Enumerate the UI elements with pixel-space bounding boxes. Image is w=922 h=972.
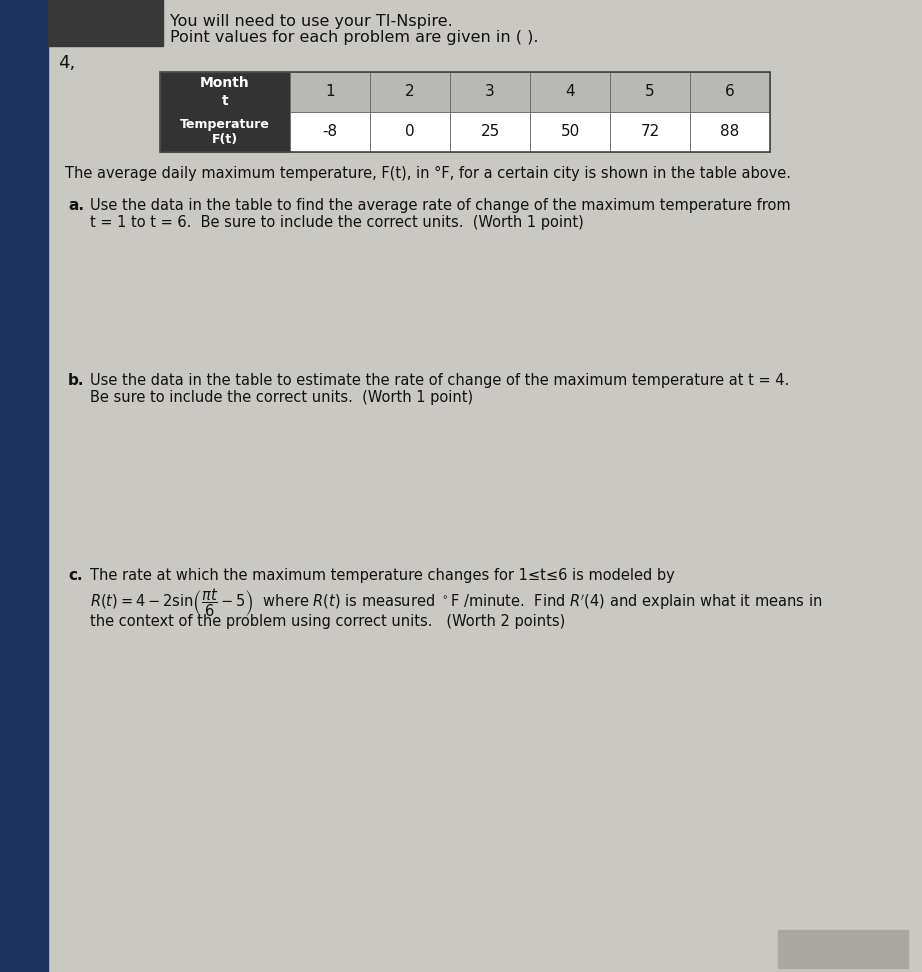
Bar (450, 72, 530, 112)
Text: 88: 88 (720, 124, 739, 140)
Bar (160, 72, 770, 152)
Text: Temperature
F(t): Temperature F(t) (180, 118, 270, 146)
Text: 5: 5 (645, 85, 655, 99)
Text: 1: 1 (325, 85, 335, 99)
Text: The average daily maximum temperature, F(t), in °F, for a certain city is shown : The average daily maximum temperature, F… (65, 166, 791, 181)
Bar (370, 72, 450, 112)
Bar (530, 72, 610, 112)
Bar (610, 112, 690, 152)
Text: 0: 0 (405, 124, 415, 140)
Bar (778, 930, 908, 968)
Text: the context of the problem using correct units.   (Worth 2 points): the context of the problem using correct… (90, 614, 565, 629)
Text: c.: c. (68, 568, 83, 583)
Text: 4: 4 (565, 85, 574, 99)
Bar (690, 112, 770, 152)
Text: Be sure to include the correct units.  (Worth 1 point): Be sure to include the correct units. (W… (90, 390, 473, 405)
Bar (0, 0, 48, 972)
Text: 50: 50 (561, 124, 580, 140)
Bar (370, 112, 450, 152)
Bar (160, 72, 290, 152)
Bar (48, 0, 163, 46)
Text: b.: b. (68, 373, 85, 388)
Bar (690, 72, 770, 112)
Bar (290, 72, 370, 112)
Text: 6: 6 (725, 85, 735, 99)
Text: 4,: 4, (58, 54, 76, 72)
Text: Use the data in the table to estimate the rate of change of the maximum temperat: Use the data in the table to estimate th… (90, 373, 789, 388)
Text: a.: a. (68, 198, 84, 213)
Text: 25: 25 (480, 124, 500, 140)
Text: 3: 3 (485, 85, 495, 99)
Text: You will need to use your TI-Nspire.: You will need to use your TI-Nspire. (170, 14, 453, 29)
Text: t = 1 to t = 6.  Be sure to include the correct units.  (Worth 1 point): t = 1 to t = 6. Be sure to include the c… (90, 215, 584, 230)
Text: 2: 2 (405, 85, 415, 99)
Bar (290, 112, 370, 152)
Text: The rate at which the maximum temperature changes for 1≤t≤6 is modeled by: The rate at which the maximum temperatur… (90, 568, 675, 583)
Text: Use the data in the table to find the average rate of change of the maximum temp: Use the data in the table to find the av… (90, 198, 791, 213)
Text: -8: -8 (323, 124, 337, 140)
Bar (450, 112, 530, 152)
Text: 72: 72 (641, 124, 659, 140)
Bar (530, 112, 610, 152)
Text: $R(t)=4-2\sin\!\left(\dfrac{\pi t}{6}-5\right)$  where $R(t)$ is measured $^\cir: $R(t)=4-2\sin\!\left(\dfrac{\pi t}{6}-5\… (90, 586, 822, 618)
Bar (610, 72, 690, 112)
Text: Month
t: Month t (200, 77, 250, 108)
Text: Point values for each problem are given in ( ).: Point values for each problem are given … (170, 30, 538, 45)
